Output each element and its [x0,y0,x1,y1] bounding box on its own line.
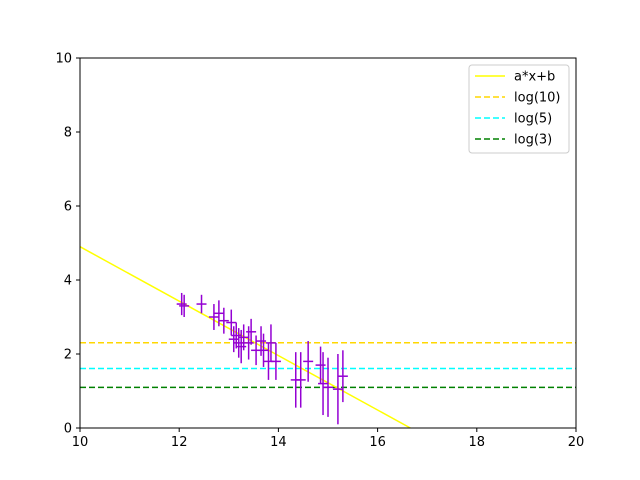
data-point-23 [315,346,326,384]
data-point-1 [179,294,190,317]
y-tick-label: 2 [64,348,72,363]
y-tick-label: 10 [55,52,72,67]
data-point-26 [332,354,343,425]
data-point-10 [236,329,247,364]
y-tick-label: 6 [64,200,72,215]
y-tick-label: 8 [64,126,72,141]
data-point-4 [213,300,224,327]
data-point-25 [323,357,333,417]
legend-label: log(5) [514,112,552,127]
legend-box [468,64,570,154]
data-point-18 [265,324,276,362]
data-point-5 [218,307,229,334]
data-point-9 [233,328,244,358]
data-point-6 [226,309,237,336]
legend-label: a*x+b [514,70,555,85]
data-point-3 [208,304,219,330]
data-point-2 [196,294,207,314]
data-point-22 [303,341,314,382]
x-tick-label: 16 [369,435,386,450]
x-tick-label: 10 [72,435,89,450]
x-tick-label: 20 [568,435,585,450]
x-tick-label: 18 [469,435,486,450]
y-tick-label: 0 [64,422,72,437]
y-axis: 0 2 4 6 8 10 [55,52,80,437]
data-point-21 [295,352,306,408]
errorbar-points [176,292,348,425]
x-tick-label: 14 [270,435,287,450]
legend-label: log(10) [514,91,561,106]
data-point-7 [228,326,239,353]
data-point-11 [238,324,249,351]
data-point-0 [176,292,187,316]
legend-label: log(3) [514,133,552,148]
y-tick-label: 4 [64,274,72,289]
legend: a*x+b log(10) log(5) log(3) [468,64,570,154]
data-point-27 [337,350,348,403]
x-axis: 10 12 14 16 18 20 [72,428,585,450]
x-tick-label: 12 [171,435,188,450]
data-point-13 [246,318,257,345]
data-point-24 [318,352,329,416]
data-point-19 [270,342,281,380]
plot-frame [79,57,577,429]
data-point-8 [231,322,242,349]
